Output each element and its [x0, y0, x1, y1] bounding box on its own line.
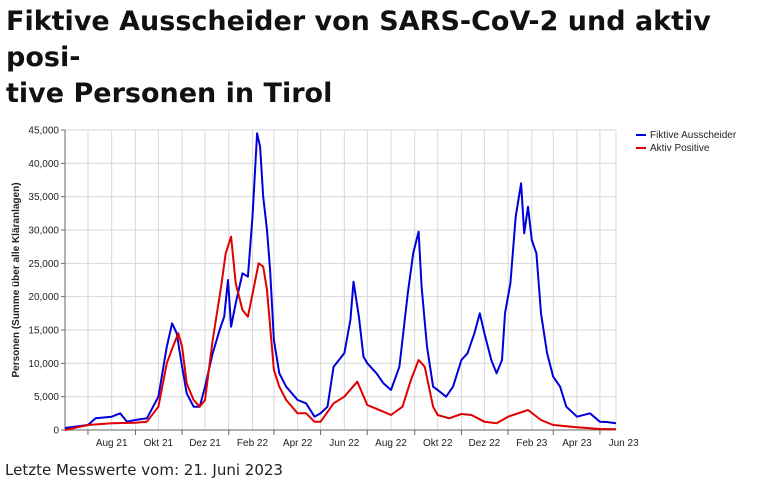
y-axis-label: Personen (Summe über alle Kläranlagen) — [11, 182, 22, 377]
x-tick-label: Feb 23 — [516, 438, 548, 449]
chart-title-line: Fiktive Ausscheider von SARS-CoV-2 und a… — [6, 6, 711, 73]
y-tick-label: 10,000 — [28, 359, 59, 370]
y-tick-label: 35,000 — [28, 192, 59, 203]
x-tick-label: Aug 22 — [375, 438, 407, 449]
x-tick-label: Apr 22 — [283, 438, 313, 449]
y-tick-label: 25,000 — [28, 259, 59, 270]
x-tick-label: Aug 21 — [96, 438, 128, 449]
series-line-fiktive-ausscheider — [64, 132, 617, 429]
grid — [64, 129, 617, 431]
axes: 0 5,000 10,000 15,000 20,000 25,000 30,000 35,0… — [28, 126, 639, 450]
series-line-aktiv-positive — [64, 235, 617, 431]
y-tick-label: 45,000 — [28, 126, 59, 137]
x-tick-label: Okt 22 — [423, 438, 453, 449]
x-tick-label: Jun 23 — [609, 438, 639, 449]
x-tick-label: Feb 22 — [237, 438, 269, 449]
y-tick-label: 15,000 — [28, 326, 59, 337]
x-tick-label: Okt 21 — [144, 438, 174, 449]
x-tick-label: Dez 21 — [189, 438, 221, 449]
x-tick-label: Dez 22 — [469, 438, 501, 449]
legend-label-aktiv-positive: Aktiv Positive — [650, 143, 710, 154]
y-tick-label: 30,000 — [28, 226, 59, 237]
chart-title-line: tive Personen in Tirol — [6, 78, 333, 109]
y-tick-label: 20,000 — [28, 292, 59, 303]
chart-title: Fiktive Ausscheider von SARS-CoV-2 und a… — [6, 4, 768, 112]
x-tick-label: Apr 23 — [562, 438, 592, 449]
y-tick-label: 40,000 — [28, 159, 59, 170]
legend-label-fiktive-ausscheider: Fiktive Ausscheider — [650, 130, 737, 141]
y-tick-label: 5,000 — [34, 392, 59, 403]
legend: Fiktive Ausscheider Aktiv Positive — [636, 130, 737, 154]
last-measurement-note: Letzte Messwerte vom: 21. Juni 2023 — [5, 461, 283, 479]
series-lines — [64, 132, 617, 431]
y-tick-label: 0 — [53, 426, 59, 437]
x-tick-label: Jun 22 — [329, 438, 359, 449]
